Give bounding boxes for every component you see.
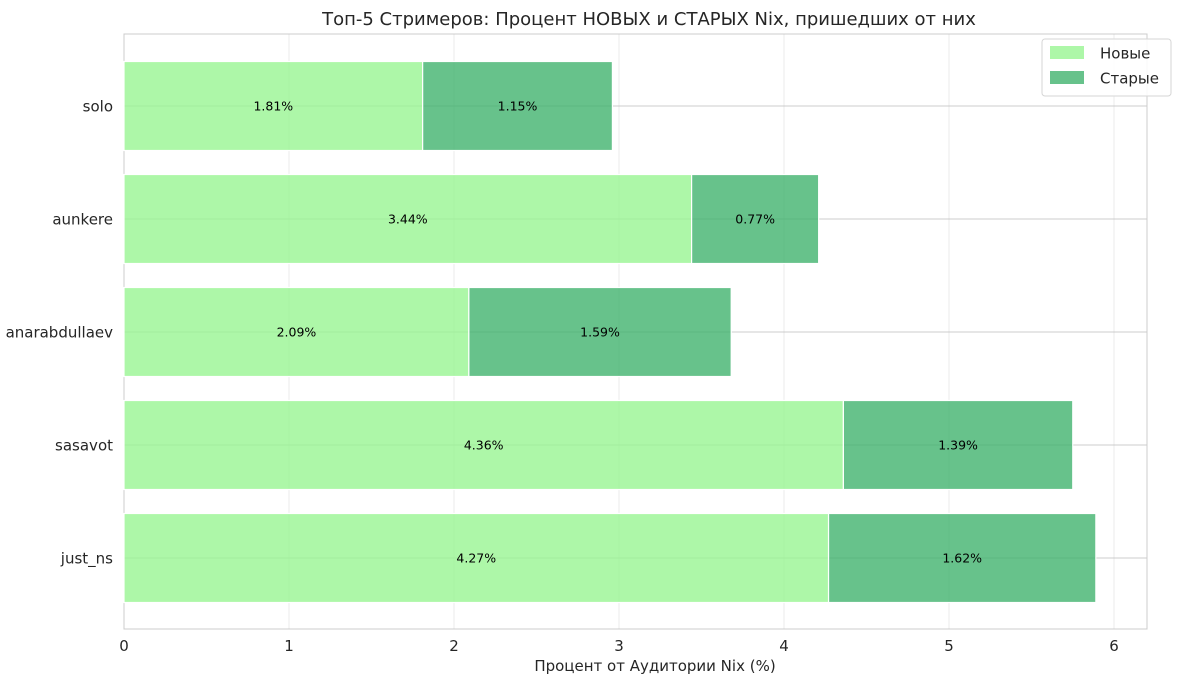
bar-value-label: 4.36% xyxy=(464,438,504,453)
y-tick-label: solo xyxy=(83,98,113,116)
bar-new-aunkere xyxy=(123,173,693,265)
x-tick-label: 5 xyxy=(944,637,954,655)
y-tick-label: aunkere xyxy=(52,211,113,229)
bar-value-label: 1.15% xyxy=(498,99,538,114)
legend-label-new: Новые xyxy=(1100,45,1150,63)
x-tick-label: 0 xyxy=(119,637,129,655)
x-axis-label: Процент от Аудитории Nix (%) xyxy=(534,657,775,675)
bar-labels: 1.81% 1.15% 3.44% 0.77% 2.09% 1.59% 4.36% 1.39%… xyxy=(253,99,982,566)
bar-value-label: 1.62% xyxy=(942,551,982,566)
x-tick-label: 3 xyxy=(614,637,624,655)
bar-new-solo xyxy=(123,60,424,152)
bar-value-label: 4.27% xyxy=(456,551,496,566)
y-axis-ticks: solo aunkere anarabdullaev sasavot just_ns xyxy=(6,98,114,569)
bar-value-label: 3.44% xyxy=(388,212,428,227)
y-tick-label: sasavot xyxy=(55,437,113,455)
legend-swatch-new xyxy=(1050,46,1084,59)
bar-value-label: 1.59% xyxy=(580,325,620,340)
legend-label-old: Старые xyxy=(1100,70,1159,88)
bar-old-just_ns xyxy=(827,512,1097,604)
bar-old-sasavot xyxy=(842,399,1074,491)
chart-title: Топ-5 Стримеров: Процент НОВЫХ и СТАРЫХ … xyxy=(321,9,976,30)
x-tick-label: 6 xyxy=(1109,637,1119,655)
bar-old-anarabdullaev xyxy=(468,286,732,378)
x-tick-label: 4 xyxy=(779,637,789,655)
x-axis-ticks: 0 1 2 3 4 5 6 xyxy=(119,637,1119,655)
y-tick-label: anarabdullaev xyxy=(6,324,114,342)
y-tick-label: just_ns xyxy=(60,550,113,569)
bar-new-just_ns xyxy=(123,512,830,604)
bar-value-label: 1.81% xyxy=(253,99,293,114)
bar-old-aunkere xyxy=(690,173,820,265)
bar-value-label: 2.09% xyxy=(277,325,317,340)
bar-value-label: 0.77% xyxy=(735,212,775,227)
bar-new-sasavot xyxy=(123,399,845,491)
bars xyxy=(123,60,1097,604)
x-tick-label: 1 xyxy=(284,637,294,655)
bar-old-solo xyxy=(422,60,613,152)
x-tick-label: 2 xyxy=(449,637,459,655)
bar-new-anarabdullaev xyxy=(123,286,470,378)
legend-swatch-old xyxy=(1050,71,1084,84)
bar-value-label: 1.39% xyxy=(938,438,978,453)
legend: Новые Старые xyxy=(1041,38,1172,97)
